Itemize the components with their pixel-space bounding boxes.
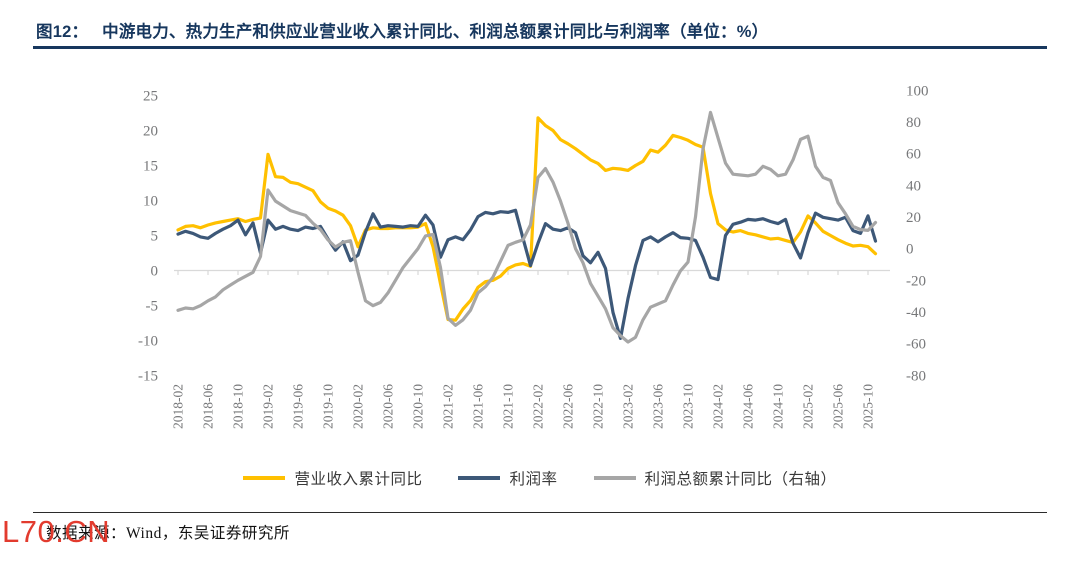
x-tick-label: 2021-10 <box>501 384 516 429</box>
right-axis-label: 40 <box>906 178 921 194</box>
right-axis-label: 20 <box>906 210 921 226</box>
series-line-0 <box>176 116 878 322</box>
x-tick-label: 2023-06 <box>651 384 666 429</box>
x-tick-label: 2025-10 <box>861 384 876 429</box>
x-tick-label: 2024-02 <box>711 384 726 429</box>
footer-divider <box>33 512 1047 513</box>
right-axis-label: -60 <box>906 337 926 353</box>
x-tick-label: 2024-06 <box>741 384 756 429</box>
watermark: L70.CN <box>2 514 111 549</box>
left-axis-label: 0 <box>151 264 159 280</box>
x-tick-label: 2020-10 <box>411 384 426 429</box>
figure-title: 图12： 中游电力、热力生产和供应业营业收入累计同比、利润总额累计同比与利润率（单… <box>36 18 768 42</box>
x-tick-label: 2019-10 <box>321 384 336 429</box>
x-tick-label: 2023-02 <box>621 384 636 429</box>
x-tick-label: 2022-02 <box>531 384 546 429</box>
x-tick-label: 2018-06 <box>201 384 216 429</box>
x-tick-label: 2021-02 <box>441 384 456 429</box>
figure-title-text: 中游电力、热力生产和供应业营业收入累计同比、利润总额累计同比与利润率（单位：%） <box>102 23 769 41</box>
legend-label-margin: 利润率 <box>509 471 558 488</box>
data-source: 数据来源：Wind，东吴证券研究所 <box>46 525 290 542</box>
x-tick-label: 2025-06 <box>831 384 846 429</box>
x-tick-label: 2024-10 <box>771 384 786 429</box>
right-axis-label: 100 <box>906 83 929 99</box>
left-axis-label: -10 <box>138 334 158 350</box>
legend-label-profit: 利润总额累计同比（右轴） <box>644 471 837 488</box>
x-tick-label: 2022-10 <box>591 384 606 429</box>
right-axis-label: -20 <box>906 273 926 289</box>
x-tick-label: 2022-06 <box>561 384 576 429</box>
legend-item-revenue: 营业收入累计同比 <box>243 467 422 489</box>
right-axis-label: 60 <box>906 147 921 163</box>
revenue-line-swatch <box>243 476 286 480</box>
x-tick-label: 2021-06 <box>471 384 486 429</box>
right-axis-label: 80 <box>906 115 921 131</box>
right-axis-label: -40 <box>906 305 926 321</box>
legend-item-profit: 利润总额累计同比（右轴） <box>593 467 837 489</box>
left-axis-label: 20 <box>143 124 158 140</box>
left-axis-label: 25 <box>143 89 158 105</box>
x-tick-label: 2018-02 <box>171 384 186 429</box>
left-axis-label: -5 <box>146 299 159 315</box>
left-axis-label: -15 <box>138 369 158 385</box>
left-axis-label: 5 <box>151 229 159 245</box>
series-line-2 <box>176 110 878 344</box>
x-tick-label: 2025-02 <box>801 384 816 429</box>
x-tick-label: 2018-10 <box>231 384 246 429</box>
x-tick-label: 2020-06 <box>381 384 396 429</box>
x-tick-label: 2023-10 <box>681 384 696 429</box>
left-axis-label: 15 <box>143 159 158 175</box>
profit-line-swatch <box>593 476 636 480</box>
x-tick-label: 2019-06 <box>291 384 306 429</box>
legend-item-margin: 利润率 <box>458 467 557 489</box>
right-axis-label: -80 <box>906 368 926 384</box>
right-axis-label: 0 <box>906 242 914 258</box>
figure-label: 图12： <box>36 23 89 41</box>
series-line-1 <box>176 208 878 340</box>
margin-line-swatch <box>458 476 501 480</box>
left-axis-label: 10 <box>143 194 158 210</box>
legend-label-revenue: 营业收入累计同比 <box>294 471 423 488</box>
title-divider <box>33 46 1047 49</box>
x-tick-label: 2019-02 <box>261 384 276 429</box>
x-tick-label: 2020-02 <box>351 384 366 429</box>
chart-legend: 营业收入累计同比 利润率 利润总额累计同比（右轴） <box>0 467 1080 489</box>
